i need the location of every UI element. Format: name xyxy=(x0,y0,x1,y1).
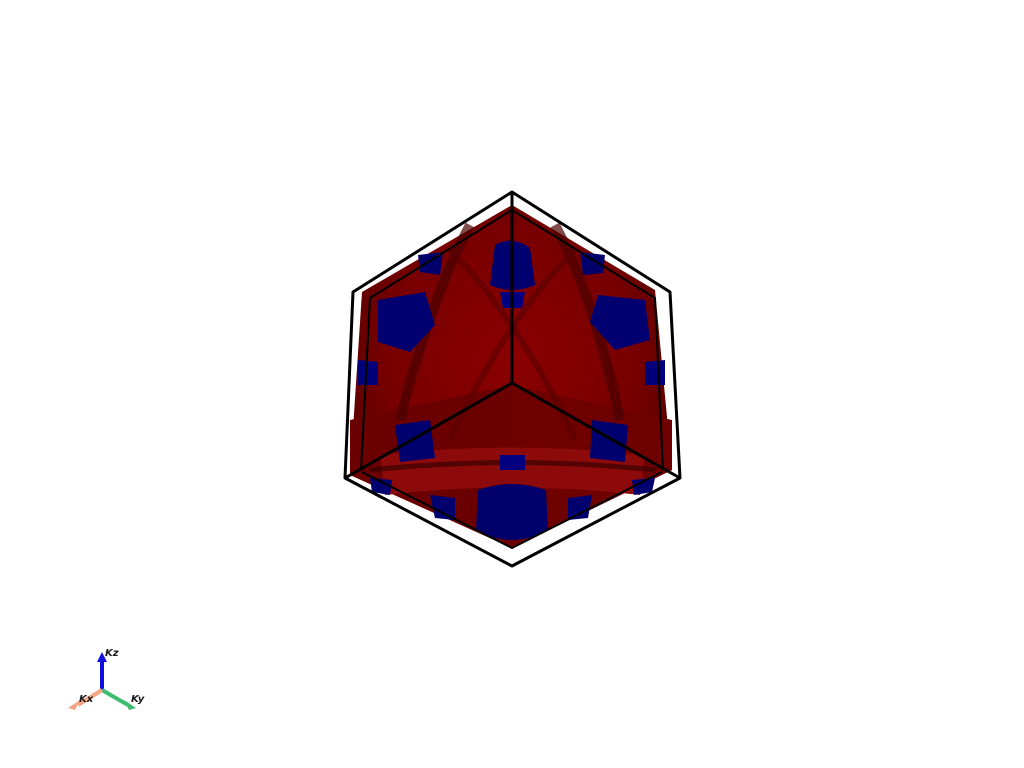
fermi-surface-blue-pocket xyxy=(430,495,455,520)
box-inner-edge xyxy=(361,471,663,549)
fermi-surface-blue-pocket xyxy=(500,455,525,470)
box-inner-edge xyxy=(511,209,664,471)
fermi-surface-blue-pocket xyxy=(476,484,548,540)
fermi-surface-blue-pocket xyxy=(358,360,378,385)
box-edge xyxy=(344,381,513,480)
x-axis-label: Kx xyxy=(79,694,94,705)
x-axis-line xyxy=(76,688,104,707)
fermi-surface-blue-pocket xyxy=(590,295,650,350)
z-axis-arrow-icon xyxy=(97,652,107,662)
box-edge xyxy=(511,381,681,480)
box-inner-edge xyxy=(360,209,513,471)
fermi-surface-blue-pocket xyxy=(590,420,628,462)
y-axis-label: Ky xyxy=(131,694,145,705)
fermi-surface-tube xyxy=(395,222,475,422)
box-outline xyxy=(343,190,682,568)
fermi-surface-tube xyxy=(550,222,625,422)
fermi-surface-facet xyxy=(380,447,645,495)
fermi-surface-blue-pocket xyxy=(632,478,655,495)
y-axis-line xyxy=(101,688,129,707)
fermi-surface-blue-pocket xyxy=(568,495,592,520)
fermi-surface-blue-pocket xyxy=(645,360,665,385)
orientation-widget[interactable]: Kz Ky Kx xyxy=(68,648,145,710)
fermi-surface-blue-pocket xyxy=(580,252,605,275)
fermi-surface-blue-pocket xyxy=(370,478,392,495)
fermi-surface-blue-pocket xyxy=(378,292,435,352)
y-axis-arrow-icon xyxy=(124,700,136,710)
x-axis-arrow-icon xyxy=(68,700,80,710)
z-axis-label: Kz xyxy=(105,648,119,659)
fermi-surface-blue-pocket xyxy=(395,420,435,462)
brillouin-zone-box xyxy=(343,190,682,568)
